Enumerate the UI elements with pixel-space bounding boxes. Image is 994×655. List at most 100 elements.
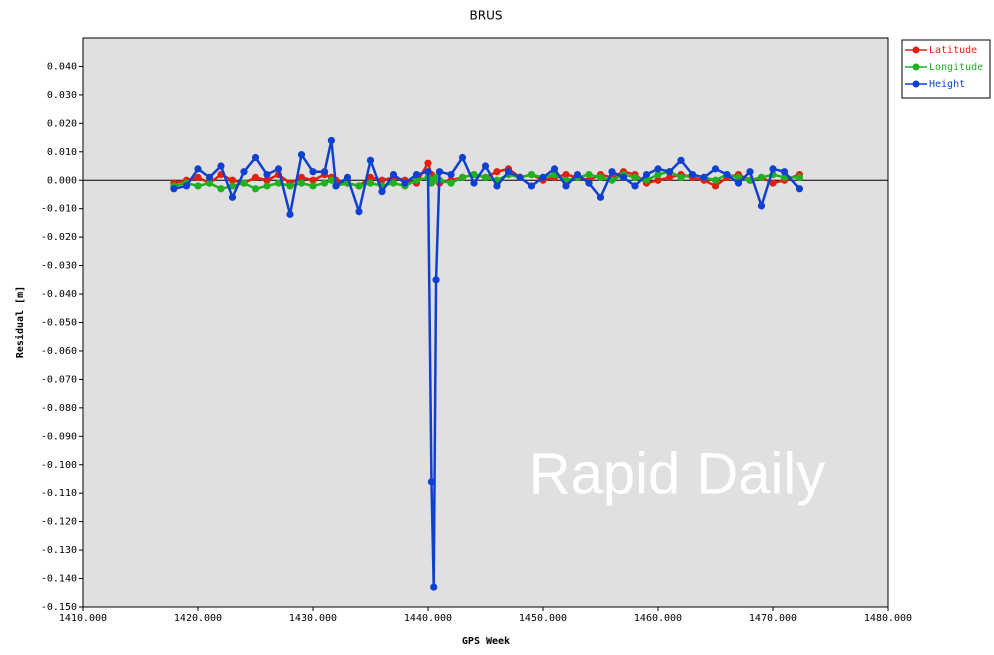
y-tick-label: -0.100 bbox=[41, 460, 77, 471]
data-point bbox=[332, 182, 340, 190]
y-tick-label: -0.140 bbox=[41, 574, 77, 585]
data-point bbox=[585, 179, 593, 187]
data-point bbox=[734, 179, 743, 187]
data-point bbox=[746, 168, 754, 176]
data-point bbox=[182, 182, 191, 190]
data-point bbox=[366, 173, 375, 182]
y-tick-label: -0.070 bbox=[41, 374, 77, 385]
y-tick-label: -0.060 bbox=[41, 346, 77, 357]
data-point bbox=[320, 168, 329, 176]
y-axis-label: Residual [m] bbox=[14, 286, 26, 358]
data-point bbox=[389, 179, 398, 187]
chart-title: BRUS bbox=[470, 9, 503, 23]
data-point bbox=[286, 210, 294, 218]
legend-marker bbox=[912, 46, 920, 54]
data-point bbox=[297, 151, 306, 159]
data-point bbox=[795, 173, 804, 182]
y-tick-label: -0.110 bbox=[41, 488, 77, 499]
data-point bbox=[194, 165, 202, 173]
data-point bbox=[608, 168, 616, 176]
y-tick-label: -0.020 bbox=[41, 232, 77, 243]
data-point bbox=[251, 185, 260, 193]
legend-label: Latitude bbox=[929, 45, 977, 56]
data-point bbox=[711, 176, 720, 184]
legend-label: Height bbox=[929, 79, 965, 90]
data-point bbox=[757, 173, 766, 182]
data-point bbox=[795, 185, 804, 193]
data-point bbox=[412, 176, 421, 184]
data-point bbox=[470, 179, 478, 187]
data-point bbox=[228, 182, 237, 190]
y-tick-label: -0.040 bbox=[41, 289, 77, 300]
data-point bbox=[263, 170, 271, 179]
data-point bbox=[596, 173, 605, 182]
data-point bbox=[539, 173, 547, 182]
data-point bbox=[170, 185, 178, 193]
y-tick-label: -0.030 bbox=[41, 261, 77, 272]
data-point bbox=[688, 170, 697, 179]
data-point bbox=[424, 159, 432, 167]
x-tick-label: 1470.000 bbox=[749, 613, 797, 624]
legend-marker bbox=[912, 63, 920, 71]
data-point bbox=[378, 176, 386, 184]
legend-marker bbox=[912, 80, 920, 88]
data-point bbox=[700, 173, 708, 182]
data-point bbox=[251, 153, 260, 162]
x-tick-label: 1450.000 bbox=[519, 613, 567, 624]
data-point bbox=[447, 179, 455, 187]
data-point bbox=[631, 173, 639, 182]
data-point bbox=[562, 182, 570, 190]
watermark: Rapid Daily bbox=[529, 441, 826, 506]
data-point bbox=[458, 173, 467, 182]
data-point bbox=[527, 170, 536, 179]
legend-label: Longitude bbox=[929, 62, 983, 73]
data-point bbox=[769, 179, 777, 187]
data-point bbox=[516, 173, 524, 182]
data-point bbox=[217, 185, 225, 193]
data-point bbox=[711, 182, 720, 190]
data-point bbox=[642, 170, 651, 179]
data-point bbox=[432, 276, 440, 284]
data-point bbox=[205, 173, 214, 182]
data-point bbox=[481, 162, 490, 170]
data-point bbox=[424, 168, 432, 176]
data-point bbox=[274, 179, 283, 187]
data-point bbox=[327, 176, 335, 184]
data-point bbox=[297, 173, 306, 182]
data-point bbox=[263, 176, 271, 184]
data-point bbox=[769, 165, 777, 173]
data-point bbox=[493, 182, 501, 190]
data-point bbox=[458, 153, 467, 162]
x-tick-label: 1430.000 bbox=[289, 613, 337, 624]
data-point bbox=[378, 188, 386, 196]
data-point bbox=[427, 478, 436, 486]
data-point bbox=[677, 156, 685, 164]
data-point bbox=[493, 168, 501, 176]
data-point bbox=[654, 170, 662, 179]
data-point bbox=[297, 179, 306, 187]
data-point bbox=[389, 170, 398, 179]
y-tick-label: 0.010 bbox=[47, 147, 77, 158]
data-point bbox=[309, 168, 317, 176]
data-point bbox=[205, 179, 214, 187]
data-point bbox=[194, 182, 202, 190]
y-tick-label: -0.120 bbox=[41, 517, 77, 528]
data-point bbox=[228, 193, 237, 201]
data-point bbox=[327, 136, 335, 145]
data-point bbox=[757, 202, 766, 210]
y-tick-label: -0.150 bbox=[41, 602, 77, 613]
data-point bbox=[562, 170, 570, 179]
data-point bbox=[355, 207, 363, 216]
data-point bbox=[654, 176, 662, 184]
data-point bbox=[412, 170, 421, 179]
x-tick-label: 1480.000 bbox=[864, 613, 912, 624]
x-tick-label: 1420.000 bbox=[174, 613, 222, 624]
data-point bbox=[343, 173, 352, 182]
y-tick-label: 0.000 bbox=[47, 175, 77, 186]
data-point bbox=[309, 176, 317, 184]
y-tick-label: -0.050 bbox=[41, 318, 77, 329]
data-point bbox=[654, 165, 662, 173]
y-tick-label: -0.010 bbox=[41, 204, 77, 215]
